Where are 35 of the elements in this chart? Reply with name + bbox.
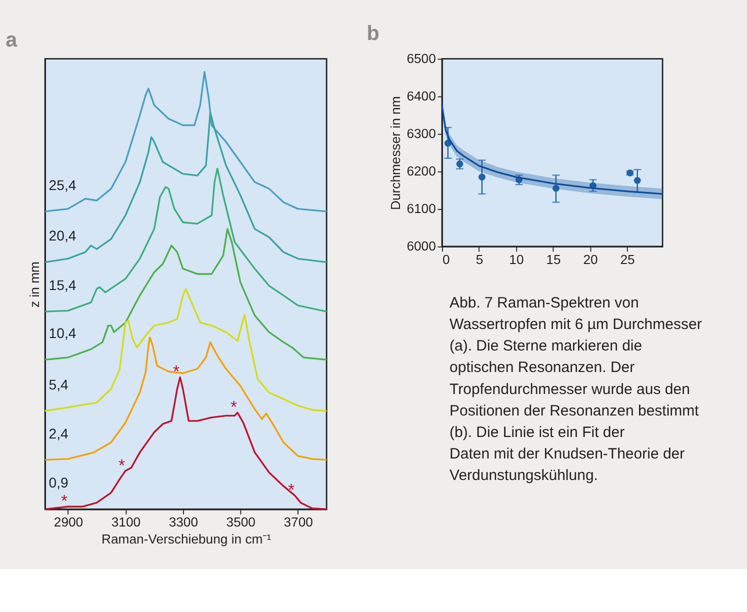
- x-tick-label: 3300: [168, 514, 198, 530]
- series-label: 25,4: [48, 176, 76, 193]
- annotation: *: [173, 362, 180, 382]
- text: Abb. 7 Raman-Spektren von Wassertropfen mit 6 µm Durchmesser (a). Die Sterne markieren die optischen Resonanzen. Der Tropfendurchmesser wurde aus den Positionen der Resonanzen bestimmt (b). Die Linie ist ein Fit der Daten mit der Knudsen-Theorie der Verdunstungskühlung.: [450, 294, 702, 484]
- x-tick-label: 3100: [111, 514, 141, 530]
- series-label: 15,4: [48, 277, 76, 293]
- y-axis-title: z in mm: [26, 261, 42, 308]
- x-tick-label: 10: [509, 252, 524, 267]
- x-tick-label: 3500: [226, 514, 256, 530]
- x-axis-title: Raman-Verschiebung in cm⁻¹: [101, 532, 272, 547]
- y-tick-label: 6000: [406, 238, 436, 254]
- series-label: 0,9: [48, 474, 69, 491]
- x-tick-label: 20: [583, 252, 598, 267]
- series-label: 20,4: [48, 228, 76, 244]
- y-tick-label: 6500: [406, 51, 436, 66]
- y-tick-label: 6200: [406, 164, 436, 179]
- chart-title: a: [6, 28, 18, 52]
- y-tick-label: 6100: [406, 201, 436, 216]
- series-label: 2,4: [48, 425, 69, 442]
- series-label: 10,4: [48, 325, 76, 342]
- y-tick-label: 6400: [406, 88, 436, 104]
- x-tick-label: 25: [620, 252, 635, 267]
- x-tick-label: 0: [442, 252, 450, 267]
- annotation: *: [118, 456, 126, 475]
- y-tick-label: 6300: [406, 126, 436, 142]
- chart-title: b: [366, 22, 380, 46]
- annotation: *: [60, 492, 68, 511]
- x-tick-label: 15: [546, 252, 561, 267]
- annotation: *: [230, 398, 238, 417]
- series-label: 5,4: [48, 376, 69, 392]
- annotation: *: [288, 480, 295, 500]
- x-tick-label: 2900: [54, 514, 84, 530]
- y-axis-title: Durchmesser in nm: [388, 96, 404, 210]
- x-tick-label: 5: [476, 252, 484, 267]
- x-tick-label: 3700: [284, 514, 313, 530]
